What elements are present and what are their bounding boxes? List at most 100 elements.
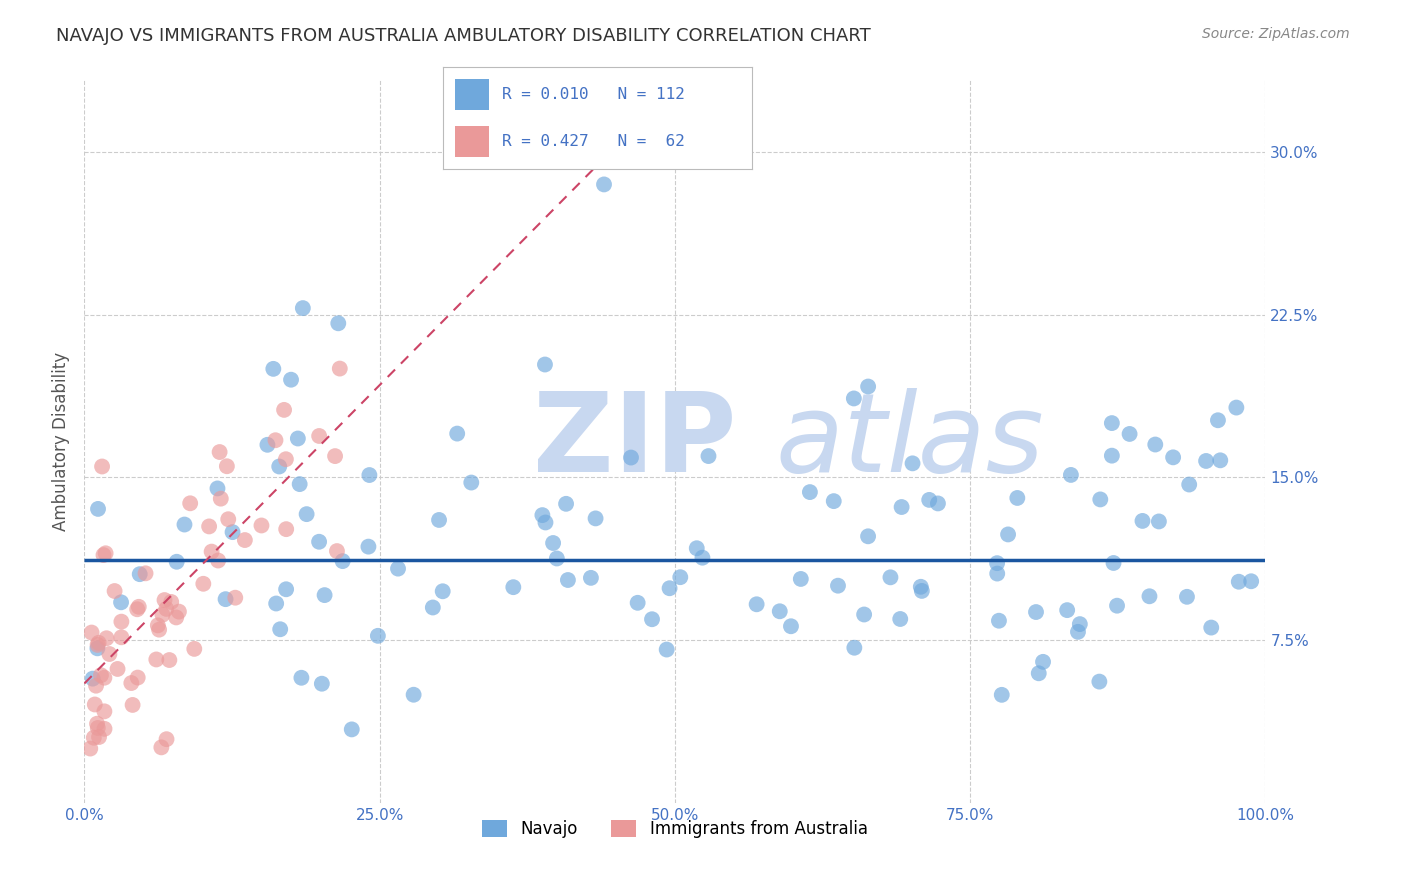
Point: [427, 513, 450, 527]
Point: [1195, 454, 1218, 468]
Point: [291, 301, 314, 315]
Point: [1144, 437, 1167, 451]
Bar: [456, 79, 489, 110]
Point: [135, 566, 157, 581]
Point: [157, 653, 180, 667]
Point: [842, 392, 865, 406]
Point: [1069, 617, 1091, 632]
Point: [557, 573, 579, 587]
Point: [1118, 426, 1140, 441]
Y-axis label: Ambulatory Disability: Ambulatory Disability: [52, 352, 70, 531]
Point: [879, 570, 901, 584]
Point: [262, 362, 284, 376]
Point: [276, 522, 298, 536]
Point: [422, 600, 444, 615]
Point: [221, 525, 243, 540]
Point: [669, 570, 692, 584]
Point: [745, 597, 768, 611]
Point: [387, 561, 409, 575]
Text: Source: ZipAtlas.com: Source: ZipAtlas.com: [1202, 27, 1350, 41]
Point: [146, 618, 169, 632]
Point: [86, 638, 108, 652]
Point: [890, 500, 912, 514]
Point: [308, 429, 330, 443]
Point: [1101, 416, 1123, 430]
Point: [287, 432, 309, 446]
Point: [1206, 413, 1229, 427]
Point: [1225, 401, 1247, 415]
Point: [155, 602, 177, 616]
Point: [148, 623, 170, 637]
Point: [823, 494, 845, 508]
Point: [790, 572, 813, 586]
Point: [86, 641, 108, 656]
Point: [367, 629, 389, 643]
Point: [93, 671, 115, 685]
Point: [1227, 574, 1250, 589]
Point: [856, 529, 879, 543]
Point: [110, 615, 132, 629]
Point: [209, 491, 232, 506]
Point: [531, 508, 554, 522]
Bar: [456, 127, 489, 157]
Point: [780, 619, 803, 633]
Point: [627, 596, 650, 610]
Point: [541, 536, 564, 550]
Text: atlas: atlas: [775, 388, 1043, 495]
Point: [173, 517, 195, 532]
Point: [96, 632, 118, 646]
Point: [432, 584, 454, 599]
Point: [986, 556, 1008, 570]
Point: [207, 482, 229, 496]
Point: [91, 459, 114, 474]
Point: [179, 496, 201, 510]
Point: [997, 527, 1019, 541]
Point: [889, 612, 911, 626]
Point: [93, 704, 115, 718]
Point: [273, 403, 295, 417]
Point: [107, 662, 129, 676]
Point: [224, 591, 246, 605]
Point: [1175, 590, 1198, 604]
Point: [620, 450, 643, 465]
Point: [152, 607, 174, 622]
Text: ZIP: ZIP: [533, 388, 737, 495]
Point: [264, 434, 287, 448]
Text: NAVAJO VS IMMIGRANTS FROM AUSTRALIA AMBULATORY DISABILITY CORRELATION CHART: NAVAJO VS IMMIGRANTS FROM AUSTRALIA AMBU…: [56, 27, 870, 45]
Point: [103, 584, 125, 599]
Point: [329, 361, 352, 376]
Legend: Navajo, Immigrants from Australia: Navajo, Immigrants from Australia: [475, 814, 875, 845]
Point: [128, 567, 150, 582]
Point: [127, 671, 149, 685]
Point: [799, 485, 821, 500]
Point: [207, 553, 229, 567]
Point: [150, 740, 173, 755]
Point: [555, 497, 578, 511]
Point: [290, 671, 312, 685]
Point: [987, 614, 1010, 628]
Point: [145, 652, 167, 666]
Point: [1056, 603, 1078, 617]
Point: [87, 636, 110, 650]
Point: [918, 492, 941, 507]
Point: [160, 595, 183, 609]
Point: [295, 507, 318, 521]
Point: [1240, 574, 1263, 589]
Point: [274, 452, 297, 467]
Point: [534, 358, 557, 372]
Point: [359, 468, 381, 483]
Point: [201, 544, 224, 558]
Point: [127, 602, 149, 616]
Point: [502, 580, 524, 594]
Point: [110, 630, 132, 644]
Point: [853, 607, 876, 622]
Point: [323, 449, 346, 463]
Point: [269, 459, 291, 474]
Point: [84, 679, 107, 693]
Point: [233, 533, 256, 547]
Point: [641, 612, 664, 626]
Point: [579, 571, 602, 585]
Point: [87, 721, 110, 735]
Point: [585, 511, 607, 525]
Point: [269, 622, 291, 636]
